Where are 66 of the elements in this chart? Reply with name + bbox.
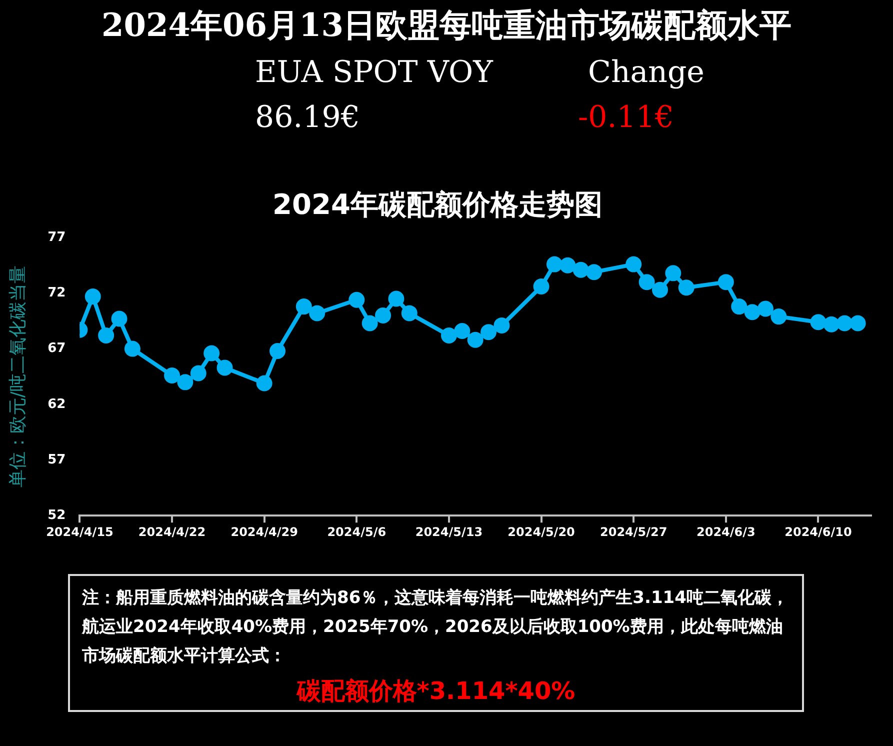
point [296, 298, 312, 315]
text: Change [588, 55, 704, 90]
point [665, 265, 682, 282]
point [190, 365, 206, 382]
y-tick-label: 62 [48, 396, 66, 412]
point [744, 304, 760, 320]
point [270, 343, 286, 360]
point [810, 314, 826, 330]
point [494, 317, 510, 334]
point [204, 345, 220, 362]
point [480, 324, 497, 340]
text: 注：船用重质燃料油的碳含量约为86％，这意味着每消耗一吨燃料约产生3.114吨二氧化碳，航运业2024年收取40%费用，2025年70%，2026及以后收取100%费用，此处每吨燃油市场碳配额水平计算公式： [82, 587, 790, 668]
point [216, 360, 233, 376]
point [309, 305, 326, 322]
point [718, 274, 734, 290]
point [626, 256, 642, 272]
point [467, 332, 484, 348]
text: 86.19€ [255, 100, 360, 135]
point [256, 375, 272, 392]
x-tick-label: 2024/5/13 [415, 524, 483, 539]
y-tick-label: 52 [48, 508, 66, 523]
point [401, 305, 418, 322]
point [757, 300, 774, 317]
point [533, 278, 550, 295]
x-tick-label: 2024/4/22 [138, 524, 206, 539]
x-tick-label: 2024/4/15 [46, 524, 114, 539]
point [678, 280, 694, 296]
point [98, 327, 114, 344]
point [652, 282, 668, 298]
point [375, 307, 392, 324]
text: 碳配额价格*3.114*40% [295, 676, 576, 707]
point [836, 315, 853, 332]
point [111, 310, 128, 327]
point [177, 374, 194, 390]
text: -0.11€ [578, 100, 674, 135]
x-tick-label: 2024/5/6 [327, 524, 386, 539]
y-tick-label: 57 [48, 452, 66, 468]
point [572, 262, 589, 278]
x-tick-label: 2024/5/20 [508, 524, 575, 539]
y-tick-label: 67 [48, 341, 66, 356]
x-tick-label: 2024/6/10 [784, 524, 852, 539]
text: EUA SPOT VOY [255, 55, 493, 90]
point [362, 315, 378, 332]
point [850, 315, 866, 332]
x-tick-label: 2024/6/3 [696, 524, 756, 539]
x-tick-label: 2024/5/27 [600, 524, 668, 539]
point [440, 327, 457, 344]
point [124, 340, 140, 357]
point [638, 274, 655, 290]
point [164, 367, 180, 384]
chart-title: 2024年06月13日欧盟每吨重油市场碳配额水平 [100, 5, 793, 46]
y-axis-title: 单位：欧元/吨二氧化碳当量 [7, 266, 28, 488]
point [454, 323, 470, 340]
point [586, 264, 602, 280]
point [560, 257, 576, 274]
point [770, 308, 787, 325]
chart-subtitle: 2024年碳配额价格走势图 [272, 188, 602, 222]
point [84, 288, 101, 305]
y-tick-label: 72 [48, 286, 66, 301]
y-tick-label: 77 [48, 230, 66, 245]
x-tick-label: 2024/4/29 [230, 524, 298, 539]
point [546, 256, 562, 272]
point [731, 298, 748, 315]
point [823, 316, 840, 332]
point [388, 290, 404, 307]
point [348, 292, 365, 308]
